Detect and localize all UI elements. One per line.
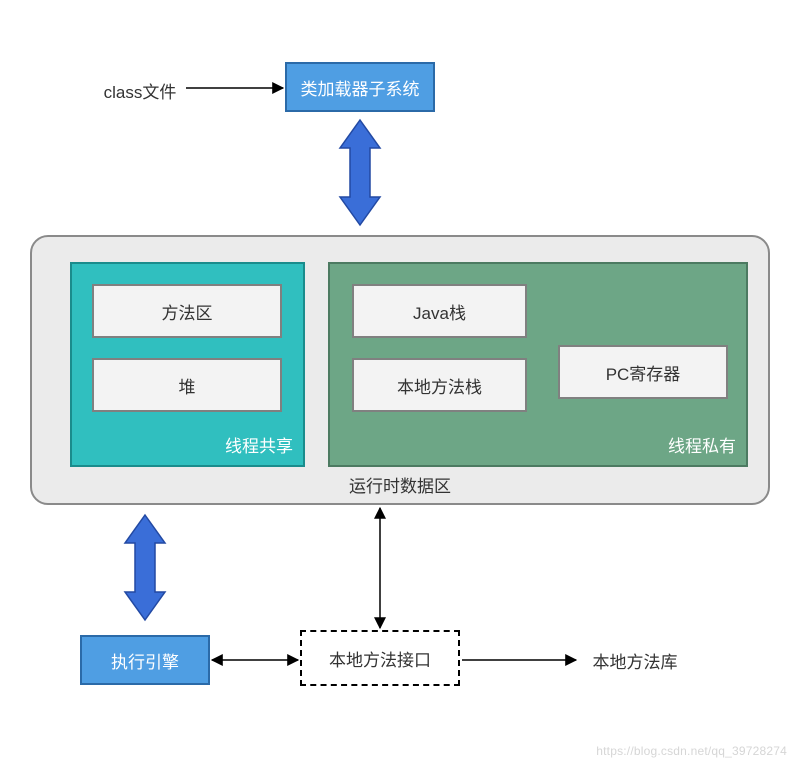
thin-arrows — [0, 0, 799, 770]
watermark: https://blog.csdn.net/qq_39728274 — [596, 744, 787, 758]
watermark-text: https://blog.csdn.net/qq_39728274 — [596, 744, 787, 758]
